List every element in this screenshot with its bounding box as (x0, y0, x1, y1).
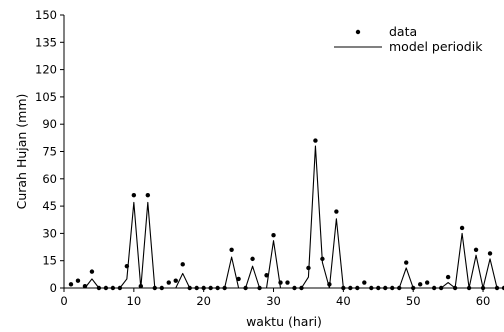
x-tick-label: 40 (336, 294, 351, 308)
data-point (306, 265, 311, 271)
y-tick-label: 150 (35, 8, 57, 22)
data-point (320, 256, 325, 262)
data-point (417, 282, 423, 287)
data-point (362, 280, 367, 285)
legend-marker-data (355, 29, 361, 35)
y-tick-label: 120 (35, 63, 57, 77)
y-tick-label: 105 (35, 90, 57, 104)
data-point (264, 273, 269, 278)
y-tick-label: 30 (42, 226, 57, 240)
x-axis-label: waktu (hari) (246, 314, 322, 329)
data-point (180, 262, 185, 267)
y-tick-label: 90 (42, 117, 57, 131)
data-point (124, 263, 130, 269)
y-tick-label: 45 (42, 199, 57, 213)
data-point (138, 283, 144, 289)
data-point (131, 192, 137, 198)
data-point (82, 283, 88, 289)
data-point (285, 280, 290, 285)
data-point (166, 280, 171, 285)
data-point (445, 274, 451, 280)
x-tick-label: 60 (476, 294, 491, 308)
y-tick-label: 75 (42, 145, 57, 159)
data-point (278, 280, 283, 285)
data-point (75, 278, 81, 283)
data-point (236, 276, 241, 282)
data-point (327, 282, 332, 287)
y-tick-label: 15 (42, 254, 57, 268)
y-tick-label: 0 (50, 281, 57, 295)
y-tick-label: 135 (35, 35, 57, 49)
x-tick-label: 0 (60, 294, 67, 308)
data-point (68, 282, 74, 287)
series-line-model-periodik (70, 145, 504, 289)
data-point (404, 260, 409, 265)
data-point (473, 247, 479, 252)
axis-ticks: 0 15 30 45 60 75 90 105 120 135 150 0 10 20 30 40 50 60 (35, 8, 490, 308)
plot-area (68, 138, 504, 291)
y-axis-label: Curah Hujan (mm) (14, 94, 29, 210)
x-tick-label: 30 (266, 294, 281, 308)
data-point (145, 192, 151, 198)
data-point (424, 280, 430, 285)
legend: data model periodik (334, 24, 483, 54)
data-point (313, 138, 318, 143)
y-tick-label: 60 (42, 172, 57, 186)
data-point (89, 269, 95, 274)
data-point (271, 233, 276, 238)
data-point (250, 256, 255, 262)
x-tick-label: 10 (127, 294, 142, 308)
data-point (487, 251, 493, 256)
x-tick-label: 50 (406, 294, 421, 308)
x-tick-label: 20 (196, 294, 211, 308)
data-point (459, 225, 465, 231)
data-point (173, 278, 178, 283)
legend-label-data: data (389, 24, 417, 39)
data-point (229, 247, 234, 252)
data-point (334, 209, 339, 214)
legend-label-model: model periodik (389, 39, 483, 54)
